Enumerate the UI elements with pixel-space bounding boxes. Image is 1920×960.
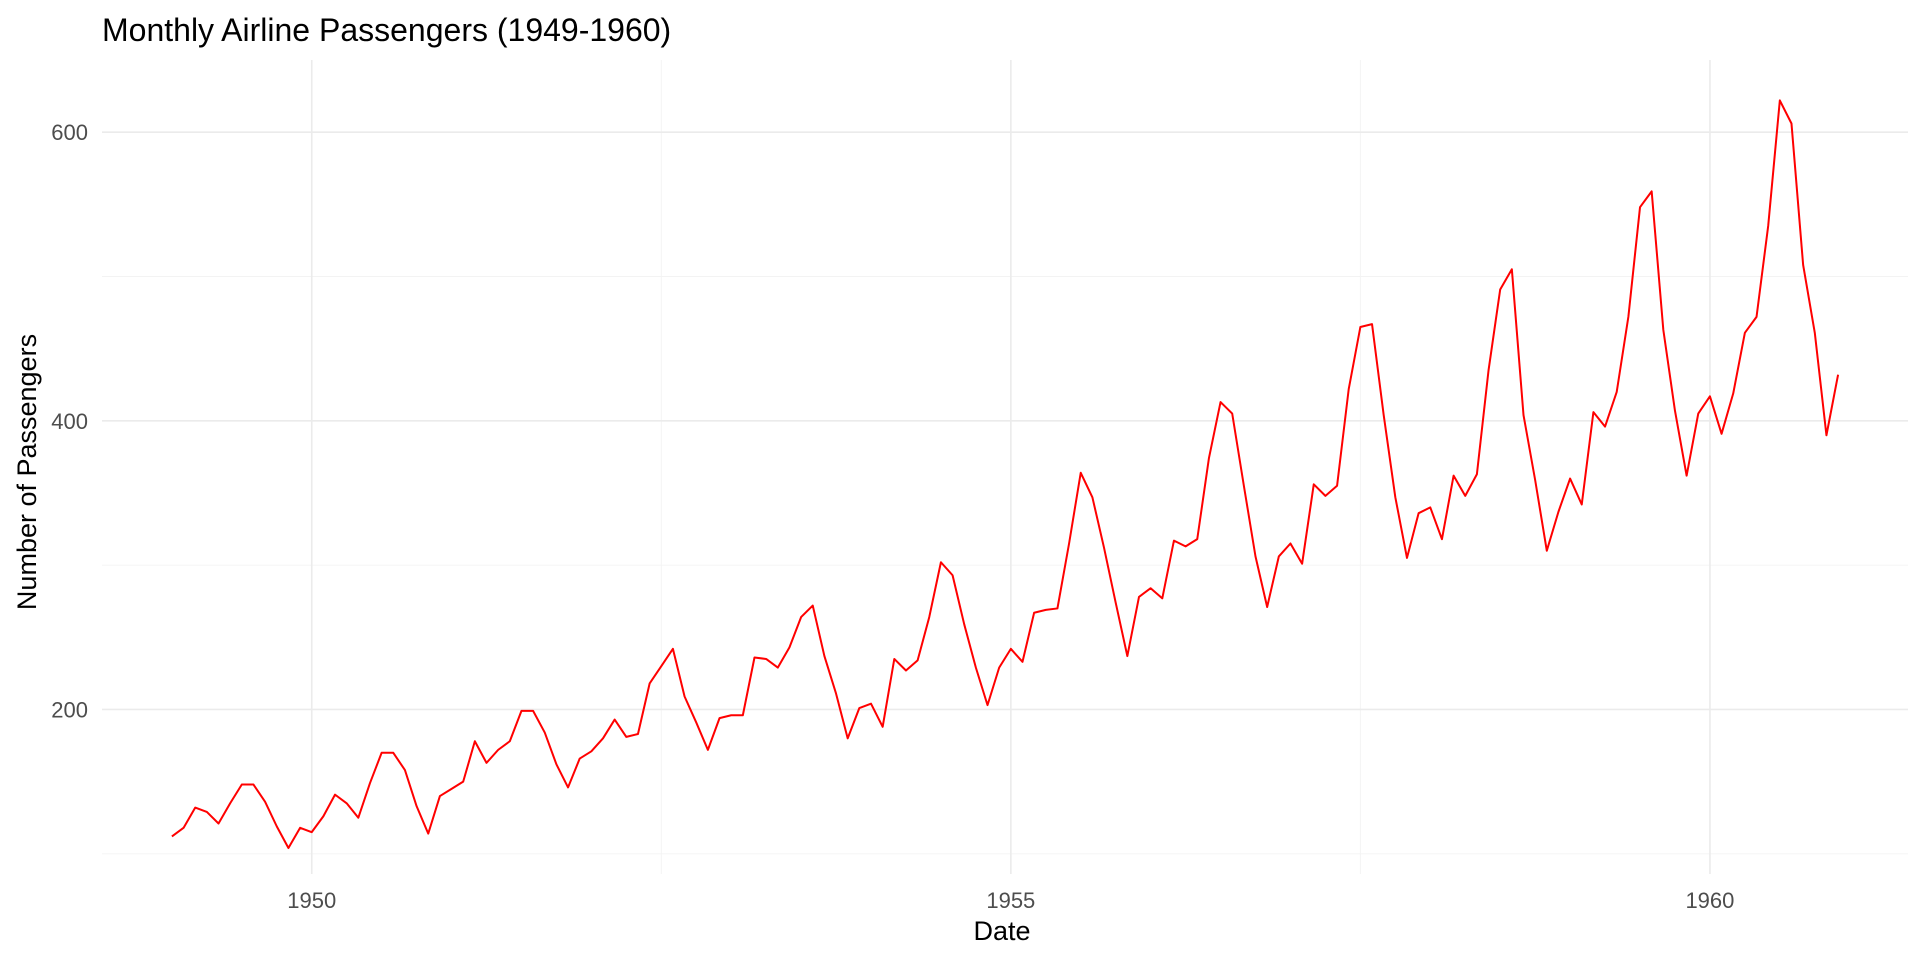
y-tick-label: 600 [51, 120, 88, 145]
x-axis-title: Date [973, 916, 1030, 946]
x-tick-label: 1955 [986, 888, 1035, 913]
x-tick-label: 1960 [1685, 888, 1734, 913]
passengers-series-line [171, 99, 1840, 850]
chart-title: Monthly Airline Passengers (1949-1960) [102, 12, 671, 48]
tick-labels: 200 400 600 1950 1955 1960 [51, 120, 1734, 913]
y-axis-title: Number of Passengers [12, 334, 42, 610]
x-tick-label: 1950 [287, 888, 336, 913]
y-tick-label: 400 [51, 409, 88, 434]
series-layer [171, 99, 1840, 850]
y-tick-label: 200 [51, 697, 88, 722]
grid [102, 60, 1908, 874]
